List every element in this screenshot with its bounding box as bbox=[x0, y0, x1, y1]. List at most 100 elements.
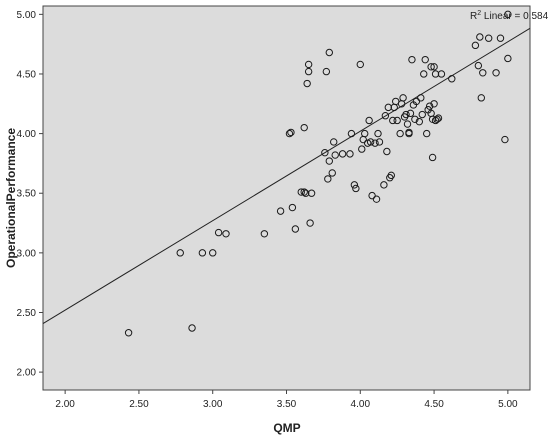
x-tick-label: 3.00 bbox=[203, 399, 223, 410]
data-point bbox=[402, 110, 410, 119]
data-point bbox=[331, 151, 339, 159]
data-point bbox=[471, 41, 480, 50]
data-point bbox=[365, 116, 373, 125]
data-point bbox=[405, 128, 413, 137]
data-point bbox=[479, 69, 487, 77]
data-point bbox=[325, 157, 333, 165]
data-point bbox=[418, 110, 426, 119]
data-point bbox=[356, 60, 364, 69]
data-point bbox=[380, 181, 388, 189]
data-point bbox=[352, 184, 360, 193]
data-point bbox=[198, 249, 207, 257]
data-point bbox=[330, 138, 338, 146]
y-axis-title: OperationalPerformance bbox=[4, 128, 18, 268]
data-point bbox=[411, 115, 419, 123]
data-point bbox=[285, 129, 294, 138]
data-point bbox=[504, 54, 512, 63]
x-tick-label: 4.50 bbox=[424, 399, 444, 410]
data-point bbox=[387, 171, 395, 180]
data-point bbox=[492, 69, 500, 77]
x-tick-label: 2.00 bbox=[55, 399, 75, 410]
data-point bbox=[393, 116, 401, 125]
data-point bbox=[214, 228, 223, 237]
data-point bbox=[288, 203, 297, 212]
data-point bbox=[433, 115, 441, 123]
data-point bbox=[304, 67, 313, 76]
data-point bbox=[496, 34, 505, 42]
data-point bbox=[428, 153, 437, 162]
data-point bbox=[346, 150, 354, 158]
data-point bbox=[321, 148, 329, 157]
data-point bbox=[421, 55, 429, 64]
data-point bbox=[422, 129, 431, 138]
data-point bbox=[328, 169, 336, 177]
y-axis: 2.00 2.50 3.00 3.50 4.00 4.50 5.00 bbox=[17, 10, 43, 379]
data-point bbox=[306, 219, 314, 227]
data-point bbox=[372, 195, 381, 203]
data-point bbox=[300, 123, 308, 132]
data-point bbox=[412, 97, 421, 106]
data-point bbox=[408, 55, 416, 64]
fit-label: R2 Linear = 0.584 bbox=[470, 10, 549, 22]
data-point bbox=[303, 79, 311, 88]
data-point bbox=[366, 138, 375, 146]
data-point bbox=[347, 129, 356, 138]
data-point bbox=[476, 33, 484, 41]
y-tick-label: 4.00 bbox=[17, 129, 37, 140]
plot-area bbox=[42, 5, 531, 391]
data-point bbox=[474, 61, 483, 70]
data-point bbox=[399, 94, 407, 102]
data-point bbox=[427, 63, 435, 71]
data-point bbox=[375, 138, 384, 146]
data-point bbox=[383, 147, 391, 156]
x-axis: 2.00 2.50 3.00 3.50 4.00 4.50 5.00 bbox=[55, 390, 518, 410]
y-tick-label: 2.00 bbox=[17, 368, 37, 379]
data-point bbox=[420, 70, 428, 78]
data-point bbox=[415, 117, 424, 126]
data-point bbox=[322, 67, 331, 76]
data-point bbox=[430, 100, 438, 108]
x-tick-label: 4.00 bbox=[351, 399, 371, 410]
data-point bbox=[188, 324, 196, 332]
data-point bbox=[276, 207, 285, 215]
data-point bbox=[176, 249, 184, 257]
data-point bbox=[448, 75, 456, 83]
data-point bbox=[484, 34, 493, 42]
data-point bbox=[374, 129, 382, 138]
data-point bbox=[381, 112, 390, 120]
data-point bbox=[338, 150, 347, 158]
data-point bbox=[406, 109, 415, 118]
y-tick-label: 4.50 bbox=[17, 69, 37, 80]
data-point bbox=[124, 329, 133, 337]
data-point bbox=[358, 145, 366, 153]
data-point bbox=[291, 225, 300, 233]
data-point bbox=[396, 129, 404, 138]
y-tick-label: 3.00 bbox=[17, 248, 37, 259]
data-point bbox=[501, 135, 509, 144]
data-point bbox=[324, 175, 332, 183]
data-point bbox=[434, 114, 443, 122]
data-point bbox=[260, 230, 269, 238]
y-tick-label: 5.00 bbox=[17, 10, 37, 21]
data-point bbox=[425, 102, 434, 110]
data-points bbox=[124, 10, 512, 337]
data-point bbox=[430, 63, 438, 71]
data-point bbox=[300, 188, 308, 196]
data-point bbox=[417, 94, 425, 102]
data-point bbox=[504, 10, 512, 19]
data-point bbox=[307, 189, 316, 197]
x-tick-label: 2.50 bbox=[129, 399, 149, 410]
data-point bbox=[222, 230, 230, 238]
data-point bbox=[287, 128, 295, 137]
x-tick-label: 3.50 bbox=[277, 399, 297, 410]
data-point bbox=[368, 191, 376, 200]
data-point bbox=[350, 181, 359, 189]
x-tick-label: 5.00 bbox=[498, 399, 518, 410]
data-point bbox=[437, 70, 446, 78]
data-point bbox=[304, 60, 313, 69]
data-point bbox=[325, 48, 333, 57]
data-point bbox=[371, 139, 379, 147]
data-point bbox=[297, 188, 305, 196]
